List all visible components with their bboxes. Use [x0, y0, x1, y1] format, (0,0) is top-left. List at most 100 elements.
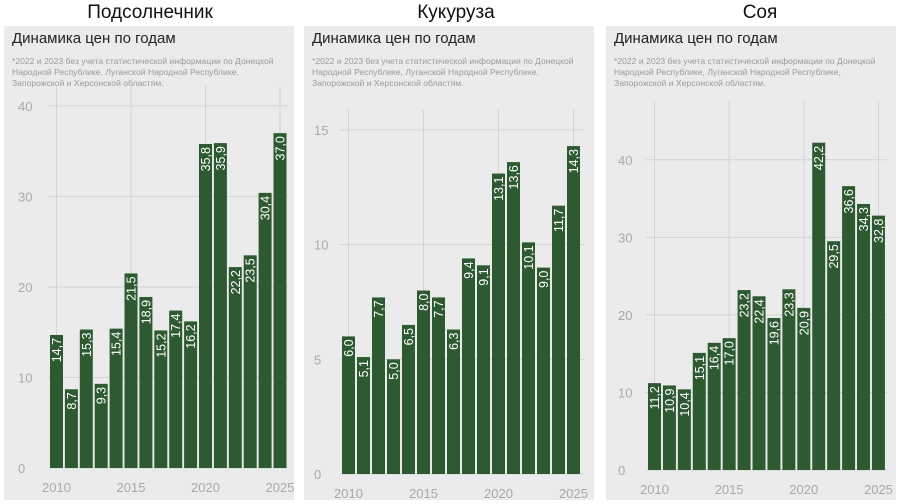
bar-value-label: 23,5 — [244, 258, 258, 282]
y-tick-label: 0 — [18, 461, 25, 476]
chart-card-soy: Динамика цен по годам *2022 и 2023 без у… — [606, 26, 896, 500]
y-tick-label: 30 — [18, 190, 32, 205]
x-tick-label: 2010 — [42, 480, 71, 495]
x-tick-label: 2015 — [715, 482, 744, 497]
bar-2022 — [228, 267, 242, 468]
bar-value-label: 6,3 — [447, 332, 461, 349]
bar-value-label: 17,0 — [723, 341, 737, 365]
y-tick-label: 0 — [314, 467, 321, 482]
y-tick-label: 10 — [314, 238, 328, 253]
bar-2019 — [184, 321, 198, 468]
y-tick-label: 40 — [18, 99, 32, 114]
bar-2010 — [648, 383, 661, 470]
panel-title-sunflower: Подсолнечник — [87, 2, 213, 23]
bar-2023 — [537, 267, 550, 474]
bar-2011 — [64, 389, 78, 468]
bar-value-label: 13,6 — [507, 165, 521, 189]
bar-value-label: 16,4 — [708, 346, 722, 370]
x-tick-label: 2010 — [334, 486, 363, 501]
x-tick-label: 2015 — [409, 486, 438, 501]
bar-value-label: 23,2 — [738, 293, 752, 317]
bar-2025 — [871, 215, 885, 470]
bar-2012 — [677, 389, 691, 470]
bar-value-label: 8,7 — [65, 392, 79, 409]
bar-2013 — [387, 359, 400, 474]
bar-value-label: 32,8 — [872, 219, 886, 243]
bar-value-label: 35,8 — [199, 147, 213, 171]
bar-value-label: 34,3 — [857, 207, 871, 231]
bar-value-label: 30,4 — [259, 196, 273, 220]
chart-footnote: *2022 и 2023 без учета статистической ин… — [312, 56, 574, 88]
bar-value-label: 14,3 — [567, 149, 581, 173]
bar-2013 — [94, 383, 108, 468]
chart-card-corn: Динамика цен по годам *2022 и 2023 без у… — [304, 26, 594, 501]
bar-value-label: 9,4 — [462, 261, 476, 278]
bar-2011 — [357, 357, 370, 474]
bar-2023 — [243, 255, 257, 468]
bar-2018 — [767, 317, 781, 470]
bar-2024 — [552, 205, 565, 474]
x-tick-label: 2015 — [117, 480, 146, 495]
bar-2017 — [447, 329, 460, 474]
chart-title: Динамика цен по годам — [614, 30, 778, 47]
bar-value-label: 23,3 — [782, 292, 796, 316]
bar-value-label: 17,4 — [169, 313, 183, 337]
chart-footnote: *2022 и 2023 без учета статистической ин… — [12, 56, 274, 88]
y-tick-label: 40 — [618, 153, 632, 168]
bar-chart-sunflower: 01020304014,78,715,39,315,421,518,915,21… — [18, 86, 294, 495]
bar-2023 — [842, 186, 856, 470]
bar-2013 — [692, 352, 706, 470]
bar-2016 — [139, 296, 153, 468]
chart-card-sunflower: Динамика цен по годам *2022 и 2023 без у… — [4, 26, 294, 500]
bar-2016 — [737, 290, 751, 470]
bar-value-label: 29,5 — [827, 244, 841, 268]
x-tick-label: 2020 — [789, 482, 818, 497]
bar-2021 — [812, 142, 826, 470]
x-tick-label: 2020 — [191, 480, 220, 495]
bar-value-label: 15,1 — [693, 356, 707, 380]
bar-value-label: 9,3 — [95, 387, 109, 404]
bar-2012 — [79, 329, 93, 468]
bar-value-label: 5,0 — [387, 362, 401, 379]
bar-value-label: 13,1 — [492, 177, 506, 201]
bar-value-label: 37,0 — [274, 136, 288, 160]
bar-value-label: 15,4 — [110, 332, 124, 356]
bar-2024 — [857, 203, 871, 471]
bar-2022 — [827, 241, 841, 470]
bar-value-label: 22,2 — [229, 270, 243, 294]
bar-2010 — [342, 336, 355, 474]
bar-value-label: 7,7 — [432, 300, 446, 317]
bar-value-label: 7,7 — [372, 300, 386, 317]
y-tick-label: 20 — [18, 280, 32, 295]
bar-2022 — [522, 242, 535, 474]
bar-value-label: 19,6 — [767, 321, 781, 345]
bar-2017 — [154, 330, 168, 468]
bar-2018 — [169, 310, 183, 468]
bar-value-label: 10,4 — [678, 392, 692, 416]
bar-2021 — [213, 143, 227, 468]
bar-value-label: 8,0 — [417, 293, 431, 310]
bar-2020 — [492, 173, 505, 474]
y-tick-label: 15 — [314, 123, 328, 138]
bar-2025 — [273, 133, 287, 468]
bar-value-label: 16,2 — [184, 324, 198, 348]
bar-2015 — [417, 290, 430, 474]
bar-2019 — [782, 289, 796, 470]
y-tick-label: 20 — [618, 308, 632, 323]
bar-chart-soy: 0 10 20 30 40 11,2 10,9 10,415,1 16,4 17,0 23,2 22,… — [618, 101, 893, 497]
bar-2014 — [707, 342, 721, 470]
bar-2015 — [722, 338, 736, 470]
y-tick-label: 5 — [314, 352, 321, 367]
bar-value-label: 10,1 — [522, 245, 536, 269]
bar-value-label: 9,1 — [477, 268, 491, 285]
x-tick-label: 2025 — [864, 482, 893, 497]
bar-2020 — [797, 307, 811, 470]
y-tick-label: 30 — [618, 230, 632, 245]
y-tick-label: 10 — [618, 385, 632, 400]
y-tick-label: 10 — [18, 371, 32, 386]
bar-value-label: 35,9 — [214, 146, 228, 170]
panel-title-corn: Кукуруза — [417, 2, 495, 23]
bar-value-label: 6,5 — [402, 328, 416, 345]
bar-2019 — [477, 265, 490, 474]
